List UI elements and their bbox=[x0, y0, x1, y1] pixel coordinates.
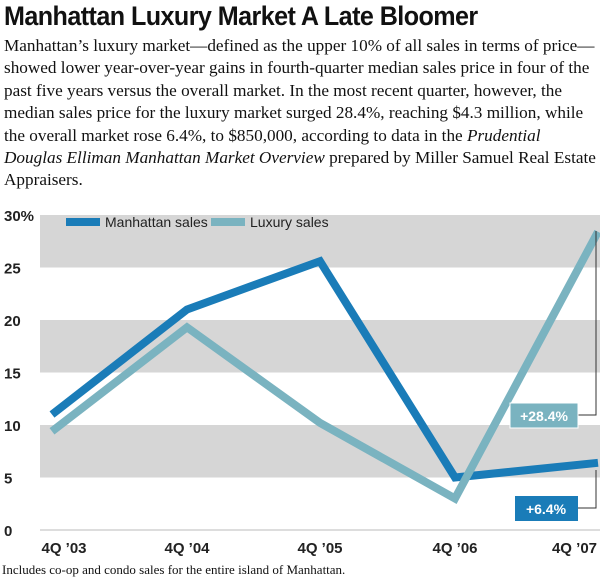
x-tick-label: 4Q ’07 bbox=[552, 540, 597, 557]
intro-part-2: prepared by Miller Samuel Real Estate Ap… bbox=[4, 148, 596, 190]
line-chart: 0 5 10 15 20 25 30% 4Q ’03 4Q ’04 4Q ’05 4Q ’06 4Q … bbox=[4, 208, 600, 557]
annotation-box-manhattan bbox=[515, 496, 578, 521]
annotation-label-manhattan: +6.4% bbox=[526, 501, 567, 517]
legend-label-manhattan: Manhattan sales bbox=[105, 214, 208, 230]
footnote: Includes co-op and condo sales for the e… bbox=[2, 562, 346, 577]
x-tick-label: 4Q ’04 bbox=[164, 540, 210, 557]
headline: Manhattan Luxury Market A Late Bloomer bbox=[4, 1, 478, 31]
y-tick-label: 25 bbox=[4, 261, 21, 278]
y-tick-label: 15 bbox=[4, 366, 21, 383]
x-tick-label: 4Q ’06 bbox=[432, 540, 477, 557]
annotation-box-luxury bbox=[509, 402, 579, 429]
x-tick-label: 4Q ’03 bbox=[41, 540, 86, 557]
y-tick-label: 20 bbox=[4, 313, 21, 330]
annotation-leader-manhattan bbox=[578, 470, 597, 509]
y-tick-label: 10 bbox=[4, 418, 21, 435]
intro-text: Manhattan’s luxury market—defined as the… bbox=[4, 35, 598, 192]
y-tick-label: 0 bbox=[4, 523, 12, 540]
legend-label-luxury: Luxury sales bbox=[250, 214, 329, 230]
y-tick-label: 5 bbox=[4, 471, 12, 488]
x-tick-label: 4Q ’05 bbox=[297, 540, 342, 557]
y-tick-label: 30% bbox=[4, 208, 34, 225]
intro-source-title: Prudential Douglas Elliman Manhattan Mar… bbox=[4, 125, 541, 168]
annotation-label-luxury: +28.4% bbox=[520, 408, 568, 424]
annotation-leader-luxury bbox=[578, 231, 597, 416]
grid-band bbox=[40, 320, 600, 373]
intro-part-1: Manhattan’s luxury market—defined as the… bbox=[4, 36, 595, 145]
